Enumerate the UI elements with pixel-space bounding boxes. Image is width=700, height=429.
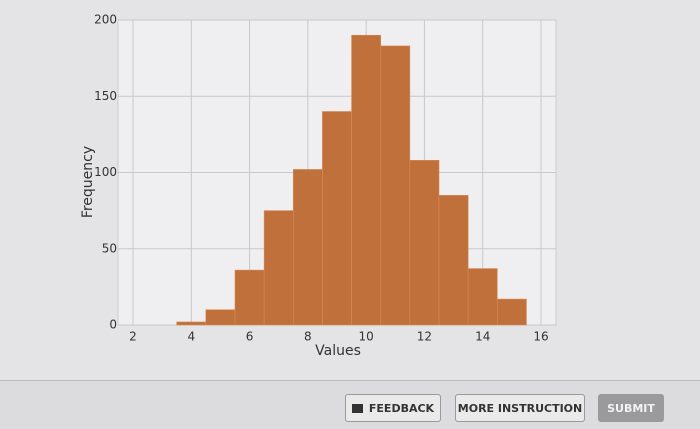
x-tick-label: 2 bbox=[129, 330, 137, 344]
y-axis-label: Frequency bbox=[80, 146, 96, 218]
histogram-bar bbox=[380, 45, 411, 326]
x-tick-label: 10 bbox=[359, 330, 374, 344]
more-instruction-button[interactable]: MORE INSTRUCTION bbox=[455, 394, 585, 422]
feedback-icon bbox=[351, 403, 363, 413]
chart: Values Frequency 0 50 100 150 200 2 4 6 8 10 12 14 1… bbox=[80, 12, 557, 359]
y-tick-label: 150 bbox=[94, 89, 117, 103]
histogram-bar bbox=[322, 111, 352, 326]
histogram-bar bbox=[234, 269, 265, 326]
histogram-bar bbox=[176, 321, 207, 326]
y-tick-label: 200 bbox=[94, 13, 117, 27]
x-tick-label: 4 bbox=[187, 330, 195, 344]
histogram-bar bbox=[292, 169, 323, 326]
feedback-button[interactable]: FEEDBACK bbox=[345, 394, 441, 422]
histogram-bar bbox=[263, 210, 294, 326]
y-tick-label: 50 bbox=[102, 241, 117, 255]
separator bbox=[0, 380, 700, 381]
histogram-bar bbox=[409, 160, 440, 326]
y-tick-label: 100 bbox=[94, 165, 117, 179]
x-tick-label: 8 bbox=[304, 330, 312, 344]
y-tick-label: 0 bbox=[109, 318, 117, 332]
submit-button[interactable]: SUBMIT bbox=[598, 394, 664, 422]
histogram-bar bbox=[438, 195, 469, 326]
histogram-bar bbox=[496, 298, 527, 326]
histogram-bar bbox=[351, 34, 382, 326]
histogram-bar bbox=[205, 309, 236, 326]
histogram-bar bbox=[467, 268, 498, 326]
x-tick-label: 12 bbox=[417, 330, 432, 344]
x-axis-label: Values bbox=[315, 343, 361, 359]
x-tick-label: 16 bbox=[533, 330, 548, 344]
x-tick-label: 14 bbox=[475, 330, 490, 344]
x-tick-label: 6 bbox=[246, 330, 254, 344]
feedback-label: FEEDBACK bbox=[368, 401, 435, 415]
